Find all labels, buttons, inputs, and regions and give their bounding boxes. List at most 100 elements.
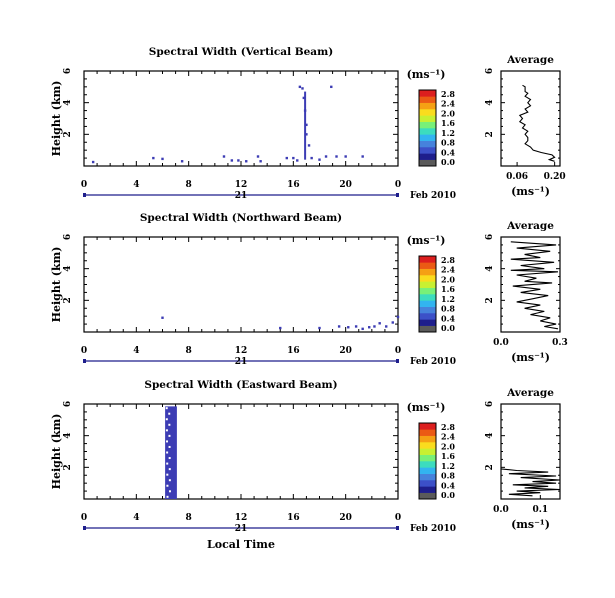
colorbar-frame	[418, 89, 437, 167]
data-point	[361, 155, 364, 158]
average-unit: (ms⁻¹)	[511, 351, 550, 364]
x-tick-label: 8	[186, 346, 192, 356]
data-gap	[166, 473, 169, 476]
y-axis-label: Height (km)	[50, 81, 63, 157]
colorbar-segment	[419, 480, 436, 487]
data-gap	[168, 423, 171, 426]
colorbar-segment	[419, 454, 436, 462]
x-tick-label: 12	[235, 513, 248, 523]
colorbar-segment	[419, 429, 436, 436]
data-point	[298, 85, 302, 89]
x-tick-label: 20	[339, 180, 352, 190]
x-tick-label: 4	[133, 346, 139, 356]
x-tick-label: 0	[81, 513, 87, 523]
colorbar-tick-label: 2.0	[441, 108, 455, 118]
colorbar-tick-label: 0.8	[441, 304, 455, 314]
panel-title: Spectral Width (Northward Beam)	[140, 212, 342, 224]
y-tick-label: 2	[63, 131, 73, 137]
data-gap	[168, 490, 171, 493]
y-tick-label: 6	[63, 68, 73, 74]
data-point	[301, 87, 304, 90]
average-x-tick-label: 0.20	[544, 172, 566, 182]
average-y-tick-label: 6	[485, 401, 495, 407]
colorbar-segment	[419, 256, 436, 263]
average-x-tick-label: 0.3	[552, 338, 568, 348]
date-label: Feb 2010	[410, 357, 456, 367]
panel-2: Spectral Width (Northward Beam)0 4 8 12 16 20…	[50, 212, 568, 367]
average-y-tick-label: 6	[485, 68, 495, 74]
data-point	[222, 155, 226, 158]
colorbar-tick-label: 0.8	[441, 471, 455, 481]
day-label: 21	[235, 524, 248, 534]
colorbar-tick-label: 1.6	[441, 118, 455, 128]
colorbar-tick-label: 1.2	[441, 461, 455, 471]
data-point	[307, 144, 311, 147]
average-x-tick-label: 0.0	[493, 505, 509, 515]
colorbar-unit: (ms⁻¹)	[407, 401, 446, 414]
x-tick-label: 16	[287, 346, 300, 356]
data-point	[180, 160, 184, 163]
y-tick-label: 2	[63, 297, 73, 303]
plot-frame	[83, 403, 399, 500]
colorbar-segment	[419, 287, 436, 295]
y-axis-label: Height (km)	[50, 414, 63, 490]
data-point	[237, 159, 240, 162]
data-gap	[166, 462, 169, 465]
data-point	[337, 325, 341, 328]
data-gap	[168, 457, 171, 460]
data-point	[391, 321, 394, 324]
colorbar-segment	[419, 467, 436, 474]
colorbar-tick-label: 0.4	[441, 313, 455, 323]
colorbar-segment	[419, 294, 436, 301]
data-point	[361, 327, 364, 331]
colorbar-tick-label: 1.6	[441, 284, 455, 294]
x-tick-label: 16	[287, 180, 300, 190]
x-tick-label: 0	[395, 180, 401, 190]
colorbar-tick-label: 0.4	[441, 147, 455, 157]
data-point	[285, 156, 288, 160]
data-point	[91, 160, 95, 164]
colorbar-tick-label: 2.0	[441, 441, 455, 451]
colorbar-tick-label: 2.4	[441, 432, 455, 442]
average-unit: (ms⁻¹)	[511, 518, 550, 531]
colorbar-segment	[419, 262, 436, 269]
data-gap	[168, 445, 171, 448]
panel-title: Spectral Width (Eastward Beam)	[144, 379, 337, 391]
colorbar-tick-label: 0.0	[441, 323, 455, 333]
colorbar-segment	[419, 159, 436, 167]
colorbar-tick-label: 0.0	[441, 157, 455, 167]
average-x-tick-label: 0.1	[532, 505, 548, 515]
colorbar-tick-label: 0.8	[441, 138, 455, 148]
data-point	[296, 159, 299, 162]
colorbar-segment	[419, 281, 436, 288]
x-tick-label: 0	[81, 180, 87, 190]
colorbar-segment	[419, 121, 436, 129]
colorbar-segment	[419, 134, 436, 141]
colorbar-segment	[419, 115, 436, 122]
day-strip-end	[396, 193, 399, 197]
colorbar-segment	[419, 153, 436, 160]
day-label: 21	[235, 357, 248, 367]
y-tick-label: 6	[63, 234, 73, 240]
average-profile-line	[500, 468, 561, 497]
data-gap	[165, 407, 168, 410]
data-point	[368, 326, 371, 329]
data-point	[161, 316, 164, 319]
x-tick-label: 12	[235, 346, 248, 356]
colorbar-segment	[419, 300, 436, 307]
colorbar-segment	[419, 102, 436, 110]
average-y-tick-label: 2	[485, 297, 495, 303]
data-point	[385, 325, 388, 328]
data-point	[378, 322, 381, 325]
colorbar-segment	[419, 448, 436, 455]
average-y-tick-label: 4	[485, 100, 495, 106]
y-tick-label: 4	[63, 433, 73, 439]
colorbar-segment	[419, 325, 436, 333]
plot-frame	[83, 70, 399, 167]
colorbar-tick-label: 2.8	[441, 422, 455, 432]
x-tick-label: 0	[395, 346, 401, 356]
colorbar-segment	[419, 486, 436, 493]
average-y-tick-label: 4	[485, 266, 495, 272]
x-tick-label: 4	[133, 180, 139, 190]
data-point	[335, 155, 338, 158]
